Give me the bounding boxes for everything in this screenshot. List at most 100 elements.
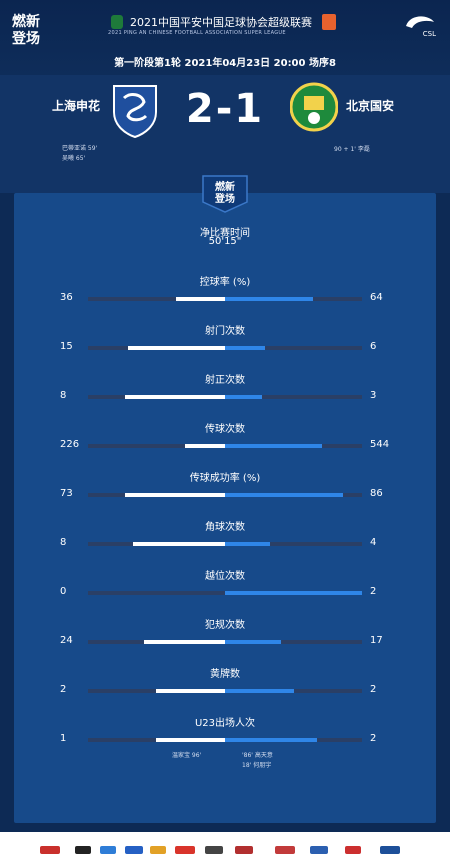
stat-label: 黄牌数: [210, 669, 240, 680]
net-time-label: 净比赛时间: [200, 228, 250, 239]
panel-badge-icon: [202, 175, 248, 213]
stat-row: 传球成功率 (%) 73 86: [0, 469, 450, 509]
stat-away-value: 2: [370, 684, 377, 695]
stat-row: 越位次数 0 2: [0, 567, 450, 607]
stat-row: 传球次数 226 544: [0, 420, 450, 460]
stat-home-bar: [185, 444, 225, 448]
stat-row: U23出场人次 1 2: [0, 714, 450, 754]
round-info: 第一阶段第1轮 2021年04月23日 20:00 场序8: [114, 58, 336, 69]
stat-away-value: 4: [370, 537, 377, 548]
home-scorers: 巴蒂亚诺 59' 吴曦 65': [62, 144, 97, 164]
sponsor-logo-icon: [235, 846, 253, 854]
stat-away-bar: [225, 640, 281, 644]
stat-away-value: 2: [370, 586, 377, 597]
stat-away-value: 17: [370, 635, 383, 646]
csl-abbr: CSL: [422, 30, 436, 38]
stat-home-value: 36: [60, 292, 73, 303]
league-subtitle: 2021 PING AN CHINESE FOOTBALL ASSOCIATIO…: [108, 30, 286, 36]
stat-away-value: 544: [370, 439, 390, 450]
header: [0, 0, 450, 75]
stat-label: 控球率 (%): [199, 277, 251, 288]
final-score: 2-1: [185, 86, 265, 132]
stat-label: 传球成功率 (%): [189, 473, 261, 484]
stat-row: 控球率 (%) 36 64: [0, 273, 450, 313]
sponsor-badge-icon: [322, 14, 336, 30]
sponsor-logo-icon: [345, 846, 361, 854]
stat-away-value: 86: [370, 488, 383, 499]
stat-away-bar: [225, 297, 313, 301]
sponsor-logo-icon: [40, 846, 60, 854]
home-crest-icon: [113, 85, 157, 138]
stat-home-value: 0: [60, 586, 67, 597]
sponsor-logo-icon: [100, 846, 116, 854]
sponsor-footer: [0, 832, 450, 868]
stat-away-value: 2: [370, 733, 377, 744]
sponsor-logo-icon: [310, 846, 328, 854]
stat-away-bar: [225, 444, 322, 448]
scoreboard: [0, 75, 450, 193]
stat-label: 犯规次数: [205, 620, 245, 631]
stat-away-bar: [225, 542, 270, 546]
u23-home-names: 温家宝 96': [172, 751, 201, 761]
stat-home-bar: [156, 738, 225, 742]
stat-away-value: 64: [370, 292, 383, 303]
sponsor-logo-icon: [275, 846, 295, 854]
home-scorer: 吴曦 65': [62, 155, 86, 162]
stat-away-bar: [225, 689, 294, 693]
stat-home-value: 24: [60, 635, 73, 646]
stat-away-bar: [225, 395, 262, 399]
stat-label: 射正次数: [205, 375, 245, 386]
stat-home-value: 226: [60, 439, 80, 450]
sponsor-logo-icon: [150, 846, 166, 854]
stat-label: 射门次数: [205, 326, 245, 337]
stat-home-bar: [144, 640, 225, 644]
stat-home-value: 15: [60, 341, 73, 352]
stat-home-bar: [125, 493, 225, 497]
stat-away-bar: [225, 346, 265, 350]
home-scorer: 巴蒂亚诺 59': [62, 145, 98, 152]
stat-row: 黄牌数 2 2: [0, 665, 450, 705]
stat-home-bar: [133, 542, 225, 546]
sponsor-logo-icon: [380, 846, 400, 854]
u23-away-player: 18' 何朋宇: [242, 762, 272, 769]
stat-home-value: 1: [60, 733, 67, 744]
brand-line-2: 登场: [12, 31, 40, 47]
sponsor-logo-icon: [125, 846, 143, 854]
stat-row: 射门次数 15 6: [0, 322, 450, 362]
stat-home-bar: [125, 395, 225, 399]
brand-line-1: 燃新: [12, 14, 40, 30]
badge-line-2: 登场: [215, 194, 235, 205]
stat-label: U23出场人次: [194, 718, 256, 729]
stat-away-value: 3: [370, 390, 377, 401]
league-badge-icon: [111, 15, 123, 29]
stat-label: 越位次数: [205, 571, 245, 582]
u23-away-names: '86' 高天意 18' 何朋宇: [242, 751, 273, 771]
stat-home-bar: [128, 346, 225, 350]
stat-away-bar: [225, 493, 343, 497]
away-team-name: 北京国安: [346, 99, 395, 113]
stat-away-bar: [225, 591, 362, 595]
brand-logo: 燃新 登场: [12, 14, 52, 52]
stat-home-bar: [156, 689, 225, 693]
league-title: 2021中国平安中国足球协会超级联赛: [130, 16, 312, 29]
away-scorers: 90 + 1' 李磊: [334, 146, 370, 153]
stat-label: 角球次数: [205, 522, 245, 533]
badge-line-1: 燃新: [215, 182, 235, 193]
stat-home-bar: [176, 297, 225, 301]
sponsor-logo-icon: [175, 846, 195, 854]
stat-row: 角球次数 8 4: [0, 518, 450, 558]
stat-row: 射正次数 8 3: [0, 371, 450, 411]
csl-logo-icon: [406, 16, 434, 28]
stat-home-value: 73: [60, 488, 73, 499]
u23-away-player: '86' 高天意: [242, 752, 273, 759]
stat-row: 犯规次数 24 17: [0, 616, 450, 656]
stat-home-value: 8: [60, 537, 67, 548]
stat-away-value: 6: [370, 341, 377, 352]
stat-label: 传球次数: [205, 424, 245, 435]
net-time-value: 50'15": [208, 236, 242, 247]
stat-home-value: 8: [60, 390, 67, 401]
panel-badge-text: 燃新 登场: [201, 182, 249, 206]
away-crest-icon: [290, 82, 338, 132]
home-team-name: 上海申花: [52, 99, 101, 113]
sponsor-logo-icon: [205, 846, 223, 854]
